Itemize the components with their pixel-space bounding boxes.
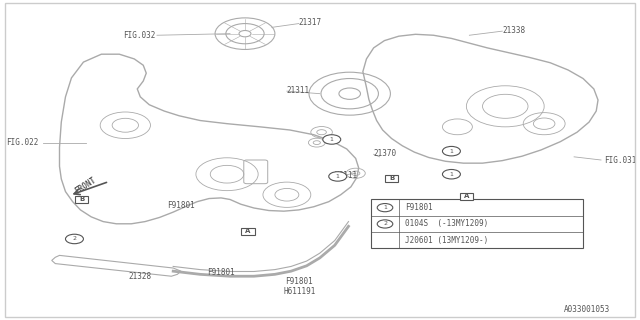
Text: A: A [464,193,469,199]
Text: F91801: F91801 [405,203,433,212]
Text: 1: 1 [330,137,333,142]
Text: FIG.032: FIG.032 [123,31,156,40]
Text: A033001053: A033001053 [564,305,610,314]
Text: 2: 2 [72,236,76,242]
Text: FRONT: FRONT [73,176,97,196]
Circle shape [323,135,340,144]
Circle shape [329,172,347,181]
Text: 21328: 21328 [129,272,152,281]
Text: B: B [79,196,84,203]
Text: B: B [389,175,394,181]
Text: 1: 1 [383,205,387,210]
Text: 1: 1 [336,174,340,179]
Text: H6111: H6111 [335,171,358,180]
Text: F91801: F91801 [167,201,195,210]
Text: F91801: F91801 [207,268,235,276]
Text: FIG.022: FIG.022 [6,138,38,147]
Text: 21317: 21317 [299,18,322,27]
Circle shape [442,170,460,179]
Bar [371,199,583,248]
FancyBboxPatch shape [385,175,398,182]
FancyBboxPatch shape [460,193,473,200]
Text: 1: 1 [449,149,453,154]
Text: 21370: 21370 [374,149,397,158]
Text: FIG.031: FIG.031 [604,156,636,164]
Text: F91801: F91801 [285,277,313,286]
Circle shape [442,147,460,156]
Text: 21311: 21311 [287,86,310,95]
Text: 21338: 21338 [502,26,525,35]
Text: H611191: H611191 [284,287,316,296]
Text: 2: 2 [383,221,387,227]
Circle shape [377,204,393,212]
Circle shape [377,220,393,228]
FancyBboxPatch shape [75,196,88,203]
Circle shape [65,234,83,244]
Text: A: A [245,228,251,234]
Text: J20601 (13MY1209-): J20601 (13MY1209-) [405,236,488,245]
Text: 0104S  (-13MY1209): 0104S (-13MY1209) [405,220,488,228]
Text: 1: 1 [449,172,453,177]
FancyBboxPatch shape [241,228,255,235]
